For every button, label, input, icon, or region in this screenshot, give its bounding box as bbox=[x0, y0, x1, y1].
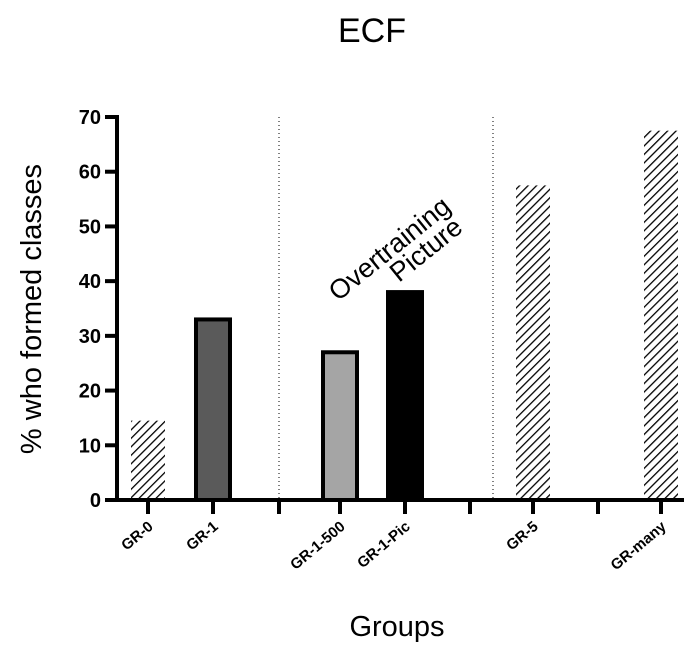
y-ticks-layer: 0 10 20 30 40 50 60 70 bbox=[79, 107, 117, 512]
bar-gr-5 bbox=[516, 185, 550, 500]
x-tick-label: GR-1 bbox=[183, 518, 221, 554]
y-tick-label: 20 bbox=[79, 381, 101, 403]
bar-gr-0 bbox=[131, 420, 165, 500]
y-tick-label: 70 bbox=[79, 107, 101, 129]
x-axis-label: Groups bbox=[349, 611, 444, 643]
bar-gr-many bbox=[644, 130, 678, 500]
bar-gr-1-500 bbox=[321, 350, 359, 502]
bar-gr-1-pic bbox=[386, 290, 424, 503]
chart-title: ECF bbox=[338, 12, 406, 50]
x-tick-label: GR-many bbox=[608, 518, 671, 574]
y-tick-label: 30 bbox=[79, 326, 101, 348]
y-axis-label: % who formed classes bbox=[16, 164, 48, 454]
y-tick-label: 0 bbox=[90, 490, 101, 512]
x-tick-label: GR-5 bbox=[503, 518, 541, 554]
x-tick-label: GR-1-Pic bbox=[354, 518, 413, 572]
y-tick-label: 50 bbox=[79, 216, 101, 238]
y-tick-label: 40 bbox=[79, 271, 101, 293]
bar-gr-1 bbox=[194, 317, 232, 503]
x-tick-label: GR-0 bbox=[118, 518, 156, 554]
x-tick-label: GR-1-500 bbox=[287, 518, 348, 573]
y-tick-label: 10 bbox=[79, 435, 101, 457]
bars-layer bbox=[131, 130, 678, 503]
axes-layer bbox=[115, 115, 684, 502]
y-tick-label: 60 bbox=[79, 162, 101, 184]
x-ticks-layer: GR-0 GR-1 GR-1-500 GR-1-Pic GR-5 GR-many bbox=[118, 500, 670, 574]
